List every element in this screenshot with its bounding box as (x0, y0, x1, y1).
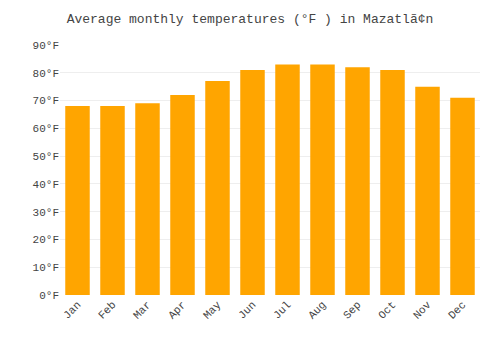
svg-text:90°F: 90°F (33, 40, 59, 52)
svg-text:Aug: Aug (306, 299, 328, 321)
svg-text:Oct: Oct (376, 299, 398, 321)
svg-text:Sep: Sep (341, 299, 363, 321)
svg-text:0°F: 0°F (39, 290, 59, 302)
svg-text:40°F: 40°F (33, 179, 59, 191)
svg-text:60°F: 60°F (33, 123, 59, 135)
svg-text:50°F: 50°F (33, 151, 59, 163)
svg-text:Apr: Apr (166, 299, 188, 321)
svg-text:70°F: 70°F (33, 95, 59, 107)
svg-text:20°F: 20°F (33, 234, 59, 246)
svg-text:30°F: 30°F (33, 207, 59, 219)
svg-text:Feb: Feb (96, 299, 118, 321)
svg-text:Average monthly temperatures (: Average monthly temperatures (°F ) in Ma… (67, 12, 434, 27)
svg-text:Jun: Jun (236, 299, 258, 321)
svg-text:10°F: 10°F (33, 262, 59, 274)
svg-text:Jan: Jan (61, 299, 83, 321)
svg-text:Nov: Nov (411, 299, 434, 322)
svg-text:May: May (201, 299, 224, 322)
svg-text:Mar: Mar (131, 299, 153, 321)
svg-text:Dec: Dec (446, 299, 468, 321)
svg-text:Jul: Jul (271, 299, 293, 321)
svg-text:80°F: 80°F (33, 68, 59, 80)
